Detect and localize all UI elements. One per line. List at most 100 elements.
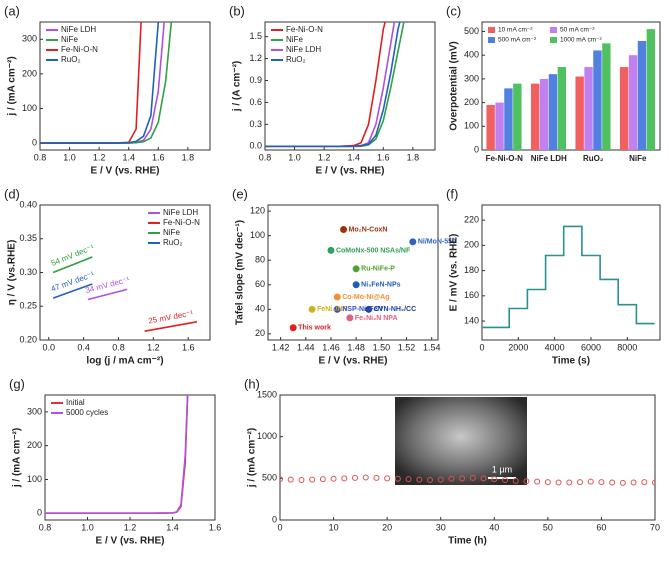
y-tick-label: 120 [250,206,265,216]
y-axis-label: j / (A cm⁻²) [232,61,243,112]
bar [602,43,611,150]
y-tick-label: 0 [474,144,479,154]
plot-area [280,474,655,486]
y-tick-label: 0 [272,514,277,524]
point-label: FeNi₃/NF [317,306,347,313]
data-point [319,476,326,483]
plot-area [40,22,173,144]
panel-label: (e) [232,186,248,201]
point-label: NSP-Ni₃FeN [342,306,382,313]
data-point [409,238,417,246]
data-point [566,479,573,486]
data-point [555,479,562,486]
y-axis-label: Tafel slope (mV dec⁻¹) [235,220,246,325]
legend-label: Fe-Ni-O-N [163,218,200,227]
y-tick-label: 100 [464,121,479,131]
legend-label: Initial [66,398,85,407]
y-tick-label: 200 [464,97,479,107]
panel-label: (g) [9,376,25,391]
panel-label: (a) [4,3,20,18]
y-tick-label: 0.3 [249,119,262,129]
data-point [327,246,335,254]
x-tick-label: 0.4 [77,342,90,352]
x-tick-label: 0.0 [42,342,55,352]
data-point [346,314,354,322]
bar [486,104,495,150]
series-line [40,22,142,144]
y-tick-label: 200 [464,240,479,250]
legend-label: RuO₂ [61,55,81,64]
y-tick-label: 500 [262,473,277,483]
y-tick-label: 1000 [257,431,277,441]
data-point [491,476,498,483]
x-tick-label: 1.6 [182,342,195,352]
data-point [459,475,466,482]
data-point [587,478,594,485]
y-tick-label: 0.6 [249,97,262,107]
panel-label: (b) [229,3,245,18]
x-tick-label: 1.50 [373,342,391,352]
data-point [405,476,412,483]
legend-label: Fe-Ni-O-N [286,25,323,34]
x-axis-label: log (j / mA cm⁻²) [86,356,163,367]
y-axis-label: η / V (vs.RHE) [7,240,18,306]
legend-label: 1000 mA cm⁻² [560,37,603,44]
legend-swatch [550,27,557,33]
data-point [287,476,294,483]
legend-label: 5000 cycles [66,408,108,417]
legend-label: Fe-Ni-O-N [61,45,98,54]
y-tick-label: 1.5 [249,31,262,41]
series-line [40,22,166,144]
plot-frame [279,394,656,521]
plot-area [482,225,655,329]
y-tick-label: 200 [27,440,42,450]
data-point [384,475,391,482]
legend-label: NiFe LDH [163,208,198,217]
data-point [352,474,358,481]
bar [539,78,549,150]
y-tick-label: 0.30 [19,267,37,277]
data-point [534,478,541,485]
data-point [340,226,348,234]
x-tick-label: 1.42 [272,342,290,352]
series-line [45,395,189,514]
x-tick-label: 1.6 [152,152,165,162]
x-tick-label: 1.8 [407,152,420,162]
y-tick-label: 180 [464,265,479,275]
y-axis-label: Overpotential (mV) [449,41,460,130]
x-tick-label: 0 [277,522,282,532]
legend-label: NiFe [163,228,180,237]
legend-label: RuO₂ [286,55,306,64]
data-point [352,281,360,289]
x-tick-label: 1.0 [63,152,76,162]
y-tick-label: 0.25 [19,301,37,311]
data-point [280,476,283,483]
x-tick-label: NiFe [629,154,647,163]
data-point [480,475,487,482]
y-tick-label: 100 [250,230,265,240]
x-axis-label: E / V (vs. RHE) [319,356,388,367]
y-axis-label: E / mV (vs. RHE) [449,234,460,312]
sem-inset [395,397,527,485]
x-tick-label: 6000 [581,342,601,352]
data-point [577,479,583,486]
bar [619,67,629,150]
point-label: Ni/MoN-550 [418,239,456,246]
data-point [309,476,316,483]
data-point [416,476,423,483]
plot-frame [481,204,661,341]
data-point [333,305,341,313]
y-tick-label: 300 [22,34,37,44]
legend-label: 50 mA cm⁻² [560,27,595,34]
bar [628,55,638,150]
data-point [352,265,360,273]
y-tick-label: 1500 [257,389,277,399]
legend-label: NiFe LDH [286,45,321,54]
data-point [512,477,519,484]
data-point [333,293,341,301]
legend-swatch [550,37,557,43]
y-tick-label: 0.9 [249,75,262,85]
data-point [652,479,655,486]
x-tick-label: 1.54 [423,342,441,352]
